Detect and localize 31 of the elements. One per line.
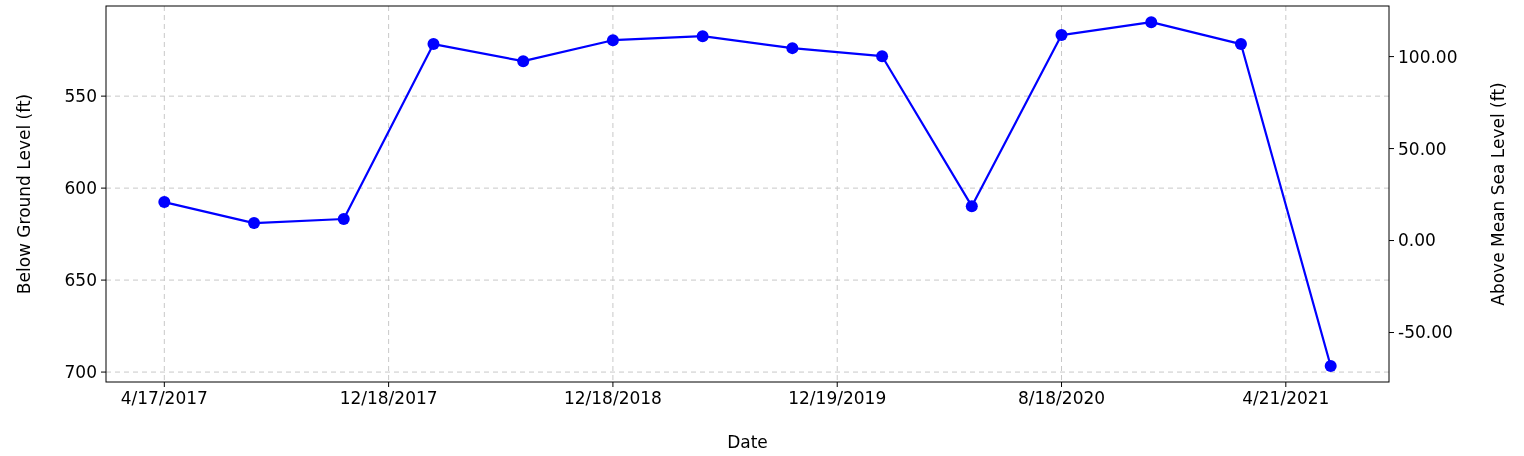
point	[248, 217, 261, 230]
text: 12/18/2018	[563, 388, 662, 408]
y2-axis-title: Above Mean Sea Level (ft)	[1488, 82, 1508, 306]
y2-tick-label: 50.00	[1398, 138, 1447, 159]
text: 12/19/2019	[788, 388, 887, 408]
text: 12/18/2017	[339, 388, 438, 408]
point	[427, 38, 440, 51]
point	[1324, 360, 1337, 372]
point	[786, 42, 799, 55]
point	[1234, 38, 1247, 51]
text: 8/18/2020	[1017, 388, 1106, 408]
point	[1055, 29, 1068, 42]
y2-tick-label: 0.00	[1398, 230, 1436, 251]
y-tick-label: 550	[64, 86, 97, 107]
y-tick-label: 700	[64, 362, 97, 383]
text: 4/21/2021	[1242, 388, 1330, 408]
point	[337, 213, 350, 226]
y2-tick-label: 100.00	[1398, 46, 1458, 67]
point	[158, 196, 171, 209]
point	[1145, 16, 1158, 29]
point	[517, 55, 530, 68]
y2-tick-label: -50.00	[1398, 322, 1453, 343]
x-axis-title: Date	[727, 432, 768, 452]
y-tick-label: 650	[64, 270, 97, 291]
y-tick-label: 600	[64, 178, 97, 199]
text: 4/17/2017	[120, 388, 208, 408]
point	[965, 200, 978, 213]
y-axis-title: Below Ground Level (ft)	[14, 93, 34, 295]
point	[696, 30, 709, 43]
point	[876, 50, 889, 63]
point	[606, 34, 619, 47]
